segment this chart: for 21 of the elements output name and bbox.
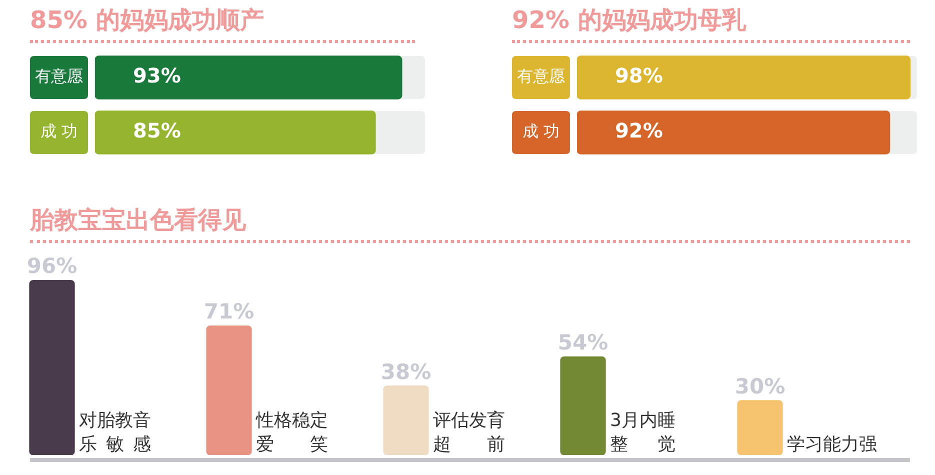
bar (560, 356, 606, 455)
data-label: 85% (133, 118, 181, 143)
category-label: 成 功 (522, 122, 560, 141)
category-label: 有意愿 (35, 66, 83, 86)
bar (206, 325, 252, 455)
bar (383, 386, 429, 455)
category-label: 对胎教音乐敏感 (79, 410, 151, 455)
category-label: 成 功 (40, 122, 78, 141)
bar (29, 280, 75, 455)
data-label: 98% (615, 64, 663, 88)
chart-title: 85% 的妈妈成功顺产 (30, 5, 264, 36)
bar (737, 400, 783, 455)
chart-title: 胎教宝宝出色看得见 (30, 205, 246, 236)
category-label: 3月内睡整觉 (610, 410, 676, 455)
category-label: 学习能力强 (787, 434, 877, 455)
data-label: 93% (133, 64, 181, 88)
data-label: 92% (615, 118, 663, 143)
category-label: 有意愿 (517, 66, 565, 86)
chart-title: 92% 的妈妈成功母乳 (512, 5, 746, 36)
category-label: 评估发育超前 (433, 410, 505, 455)
category-label: 性格稳定爱笑 (256, 410, 328, 455)
